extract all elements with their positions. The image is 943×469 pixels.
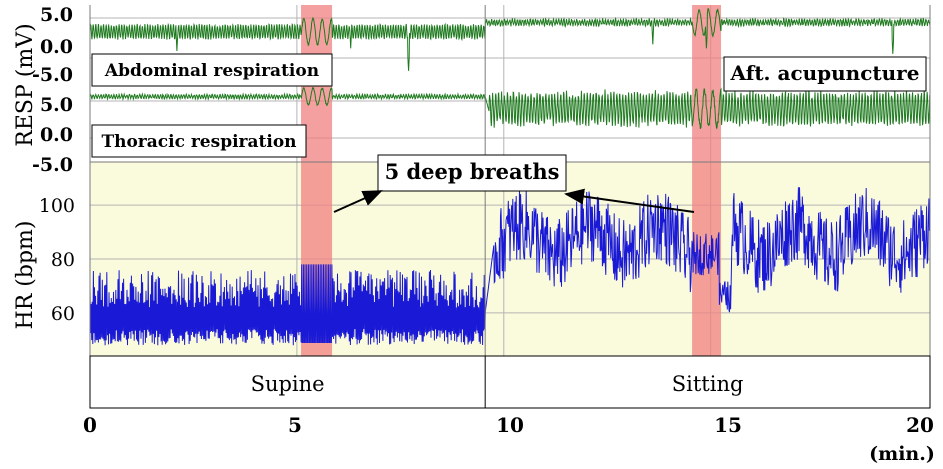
deep-breaths-label-box [377,154,567,192]
abdominal-tick-label: 0.0 [40,36,73,58]
x-tick-label: 10 [496,413,524,437]
posture-bar [89,355,931,409]
abdominal-tick-label: 5.0 [40,4,73,26]
posture-label-sitting: Sitting [672,372,744,396]
hr-tick-label: 80 [51,249,75,271]
abdominal-respiration-line [89,8,931,71]
after-acupuncture-label-box [723,56,927,92]
posture-label-supine: Supine [251,372,325,396]
abdominal-respiration-label: Abdominal respiration [104,61,319,81]
x-tick-label: 5 [288,413,302,437]
hr-tick-label: 60 [51,303,75,325]
thoracic-respiration-line [89,86,931,130]
thoracic-tick-label: 5.0 [40,94,73,116]
deep-breaths-arrow-left [333,190,383,213]
abdominal-tick-label: -5.0 [32,64,73,86]
x-tick-label: 0 [83,413,97,437]
hr-line [89,186,931,346]
thoracic-tick-label: -5.0 [32,154,73,176]
deep-breaths-label: 5 deep breaths [385,159,560,184]
hr-tick-label: 100 [39,195,75,217]
resp-axis-title: RESP (mV) [13,23,38,146]
x-axis-unit-label: (min.) [869,443,935,465]
thoracic-respiration-label: Thoracic respiration [101,132,296,152]
x-tick-label: 20 [906,413,934,437]
hr-axis-title: HR (bpm) [13,221,38,330]
thoracic-respiration-label-box [91,124,307,158]
deep-breath-window [692,5,722,356]
abdominal-respiration-label-box [91,53,333,87]
x-tick-label: 15 [714,413,742,437]
after-acupuncture-label: Aft. acupuncture [730,61,920,85]
deep-breaths-arrow-right [564,188,695,213]
thoracic-tick-label: 0.0 [40,124,73,146]
